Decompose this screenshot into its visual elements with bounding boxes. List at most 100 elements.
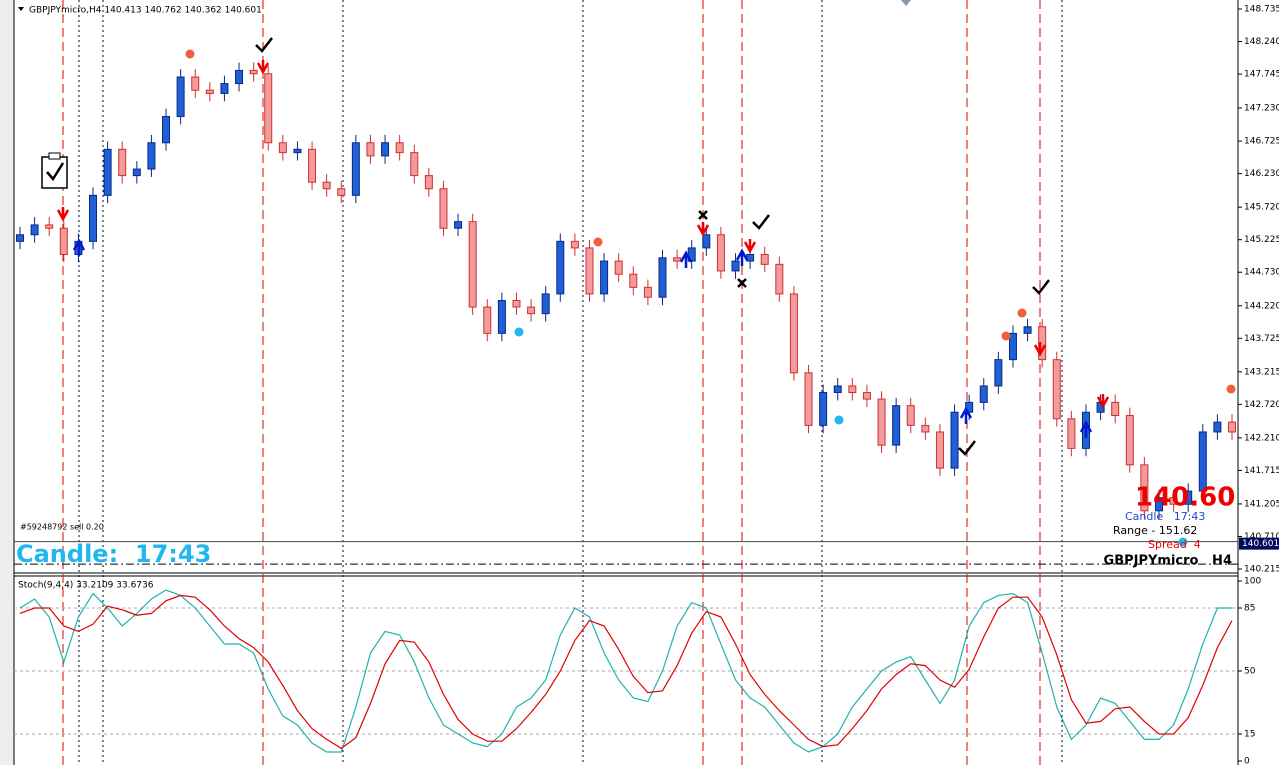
check: [958, 440, 976, 456]
icon-clip: [48, 152, 61, 160]
candle-body: [892, 405, 901, 446]
chart-title: GBPJPYmicro,H4 140.413 140.762 140.362 1…: [29, 6, 262, 16]
y-tick-label: 141.205: [1244, 499, 1279, 509]
candle-body: [848, 385, 857, 394]
y-tick-label: 142.720: [1244, 400, 1279, 410]
y-tick-label: 146.725: [1244, 137, 1279, 147]
candle-body: [454, 221, 463, 229]
candle-body: [381, 142, 390, 157]
candle-body: [410, 152, 419, 177]
candle-body: [643, 286, 652, 298]
candle-body: [337, 188, 346, 196]
candle-body: [16, 234, 24, 242]
candle-body: [220, 83, 229, 94]
check: [1032, 279, 1050, 295]
candle-body: [877, 398, 886, 446]
buy-arrow: [735, 248, 749, 266]
candle-body: [424, 175, 433, 190]
candle-body: [1052, 359, 1061, 420]
candle-body: [439, 188, 448, 229]
cross: [698, 210, 708, 220]
candle-body: [497, 300, 506, 334]
candle-body: [775, 263, 784, 295]
candle-body: [132, 168, 141, 177]
candle-small: Candle 17:43: [1125, 510, 1205, 523]
candle-body: [862, 392, 871, 400]
left-margin: [0, 0, 14, 765]
dot: [514, 327, 524, 337]
candle-body: [308, 148, 317, 183]
dots: [185, 49, 1236, 547]
candle-body: [103, 148, 112, 196]
order-label: #59248792 sell 0.20: [20, 523, 104, 532]
candle-body: [191, 76, 200, 91]
candle-body: [1023, 326, 1032, 334]
candle-body: [278, 142, 287, 154]
dot: [1001, 331, 1011, 341]
candle-body: [235, 69, 244, 85]
signals: [56, 37, 1110, 456]
candle-body: [1038, 326, 1047, 361]
candle-body: [935, 431, 944, 469]
spread-label: Spread 4: [1148, 538, 1201, 551]
indicator-title: Stoch(9,4,4) 33.2109 33.6736: [18, 581, 154, 591]
y-tick-label: 145.720: [1244, 203, 1279, 213]
candle-body: [746, 253, 755, 262]
candle-body: [731, 260, 740, 272]
candle-body: [512, 300, 521, 308]
candle-body: [1067, 418, 1076, 449]
y-tick-label: 147.230: [1244, 103, 1279, 113]
candle-body: [556, 240, 565, 295]
candle-body: [89, 194, 98, 242]
candle-body: [293, 148, 302, 154]
price-box-label: 140.601: [1242, 539, 1279, 549]
candle-body: [1008, 332, 1017, 361]
symbol-label: GBPJPYmicro H4: [1104, 554, 1232, 569]
y-tick-label: 100: [1244, 577, 1261, 587]
y-tick-label: 148.240: [1244, 37, 1279, 47]
check: [255, 37, 273, 53]
buy-arrow: [72, 238, 86, 256]
icon-frame: [41, 156, 68, 189]
candle-body: [1213, 421, 1222, 433]
candle-body: [1140, 464, 1149, 512]
candle-body: [59, 227, 68, 255]
y-tick-label: 147.745: [1244, 70, 1279, 80]
y-tick-label: 142.210: [1244, 433, 1279, 443]
sell-arrow: [696, 222, 710, 237]
price-box: [1239, 537, 1279, 550]
stoch-line: [19, 594, 1233, 750]
candle-body: [702, 234, 711, 249]
y-tick-label: 146.230: [1244, 169, 1279, 179]
buy-arrow: [1079, 420, 1093, 438]
separators: [62, 0, 1063, 765]
candle-body: [789, 293, 798, 374]
cross: [737, 278, 747, 288]
candle-body: [118, 148, 127, 177]
candle-body: [804, 372, 813, 426]
candle-body: [147, 142, 156, 170]
candle-body: [600, 260, 609, 295]
dot: [185, 49, 195, 59]
candle-body: [395, 142, 404, 154]
candle-body: [366, 142, 375, 157]
y-tick-label: 85: [1244, 604, 1255, 614]
candle-body: [483, 306, 492, 334]
menu-arrow: [18, 7, 24, 11]
y-tick-label: 148.735: [1244, 5, 1279, 15]
candle-body: [176, 76, 185, 117]
candle-body: [541, 293, 550, 315]
y-tick-label: 143.725: [1244, 334, 1279, 344]
candle-body: [921, 424, 930, 433]
candle-timer: Candle: 17:43: [16, 540, 211, 568]
candle-body: [527, 306, 536, 315]
y-tick-label: 143.215: [1244, 367, 1279, 377]
candle-body: [1169, 497, 1178, 505]
candle-body: [264, 73, 273, 144]
buy-arrow: [959, 406, 973, 424]
shift-marker: [901, 0, 911, 6]
y-tick-label: 144.220: [1244, 301, 1279, 311]
candle-body: [1198, 431, 1207, 492]
candle-body: [1228, 421, 1236, 433]
